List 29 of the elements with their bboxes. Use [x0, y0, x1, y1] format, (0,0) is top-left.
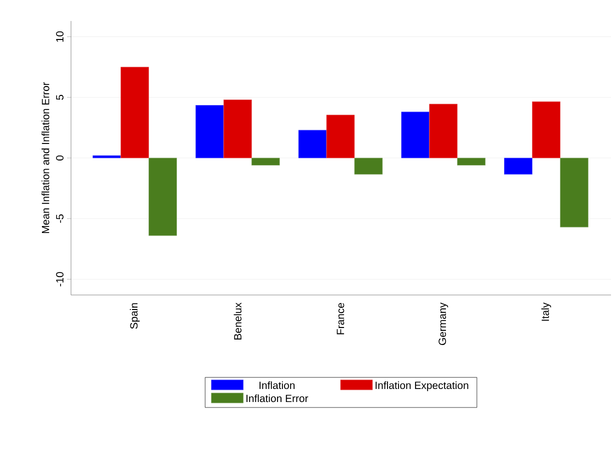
bar — [251, 158, 280, 166]
bar — [532, 101, 560, 158]
bar — [298, 130, 327, 158]
bar — [120, 66, 149, 158]
x-tick-label: Spain — [130, 303, 140, 329]
bar — [223, 100, 252, 158]
y-tick-label: -5 — [56, 214, 64, 223]
legend-label: Inflation — [260, 381, 295, 390]
x-tick-label: Benelux — [234, 302, 242, 340]
bar — [560, 158, 588, 228]
y-tick-label: 10 — [56, 31, 64, 42]
legend-label: Inflation Error — [246, 394, 308, 402]
y-tick-label: 5 — [56, 94, 64, 100]
bar — [401, 112, 430, 158]
x-tick-label: France — [336, 302, 344, 334]
x-tick-label: Germany — [438, 302, 448, 345]
y-axis-title: Mean Inflation and Inflation Error — [42, 82, 50, 234]
bar — [504, 158, 532, 175]
legend-label: Inflation Expectation — [376, 381, 468, 392]
bar — [354, 158, 383, 175]
bar — [326, 114, 355, 158]
bar — [457, 158, 486, 166]
x-tick-label: Italy — [541, 302, 552, 321]
bar — [92, 155, 121, 158]
y-tick-label: 0 — [56, 155, 64, 160]
bar — [429, 104, 458, 158]
bar — [195, 105, 224, 158]
bar — [148, 158, 177, 236]
y-tick-label: -10 — [56, 272, 64, 286]
